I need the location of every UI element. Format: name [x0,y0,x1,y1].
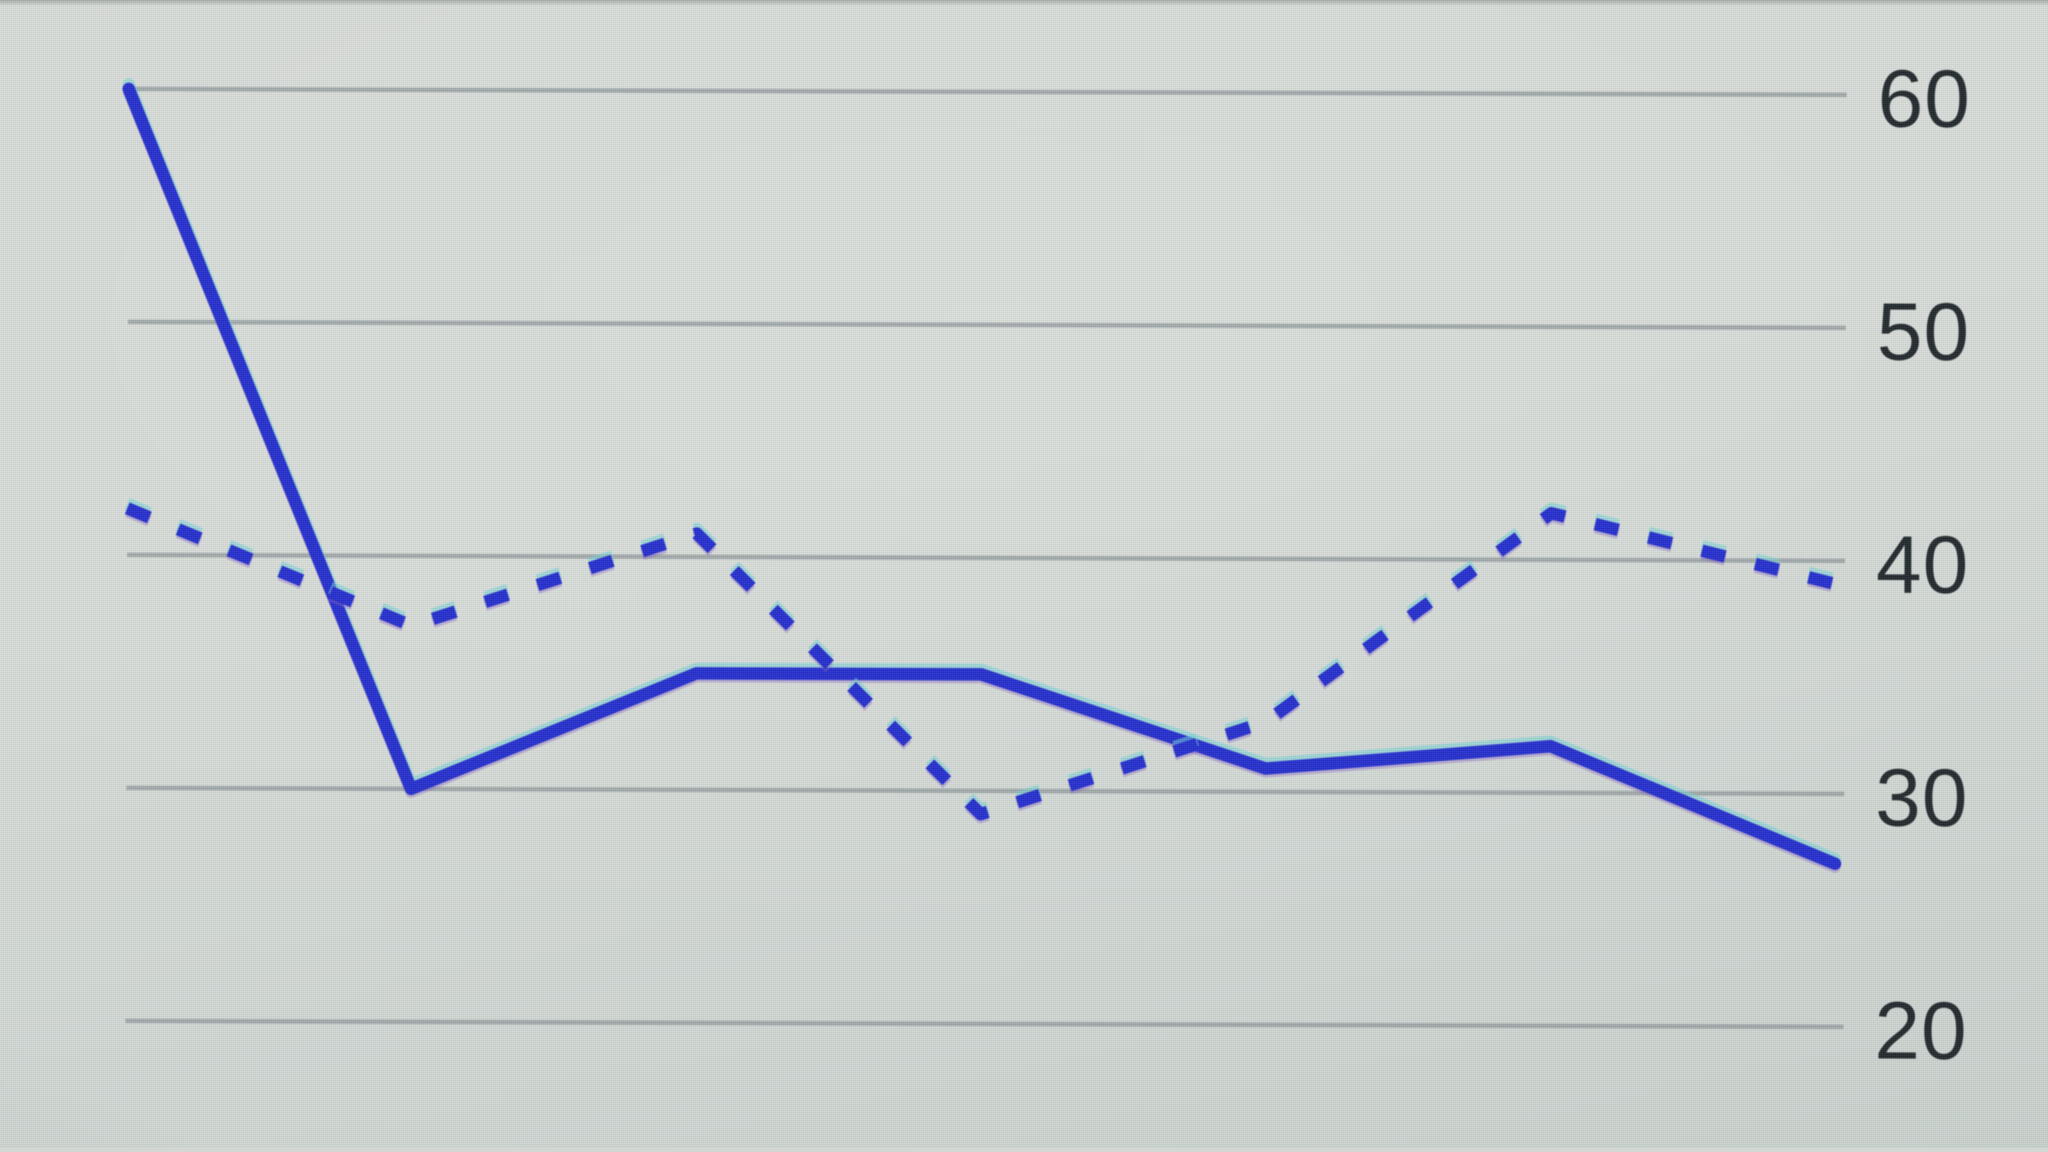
gridlines [125,89,1846,1027]
chart-series [126,84,1838,867]
gridline [126,788,1844,794]
gridline [129,89,1847,95]
gridline [125,1021,1843,1027]
y-axis-label: 40 [1876,519,1970,610]
solid-series-line [126,84,1838,859]
y-axis-label: 30 [1875,752,1969,843]
y-axis-label: 60 [1878,53,1972,144]
y-axis-label: 20 [1874,985,1968,1076]
gridline [128,322,1846,328]
y-axis-labels: 60 50 40 30 20 [1874,53,1971,1076]
gridline [127,555,1845,561]
y-axis-label: 50 [1877,286,1971,377]
